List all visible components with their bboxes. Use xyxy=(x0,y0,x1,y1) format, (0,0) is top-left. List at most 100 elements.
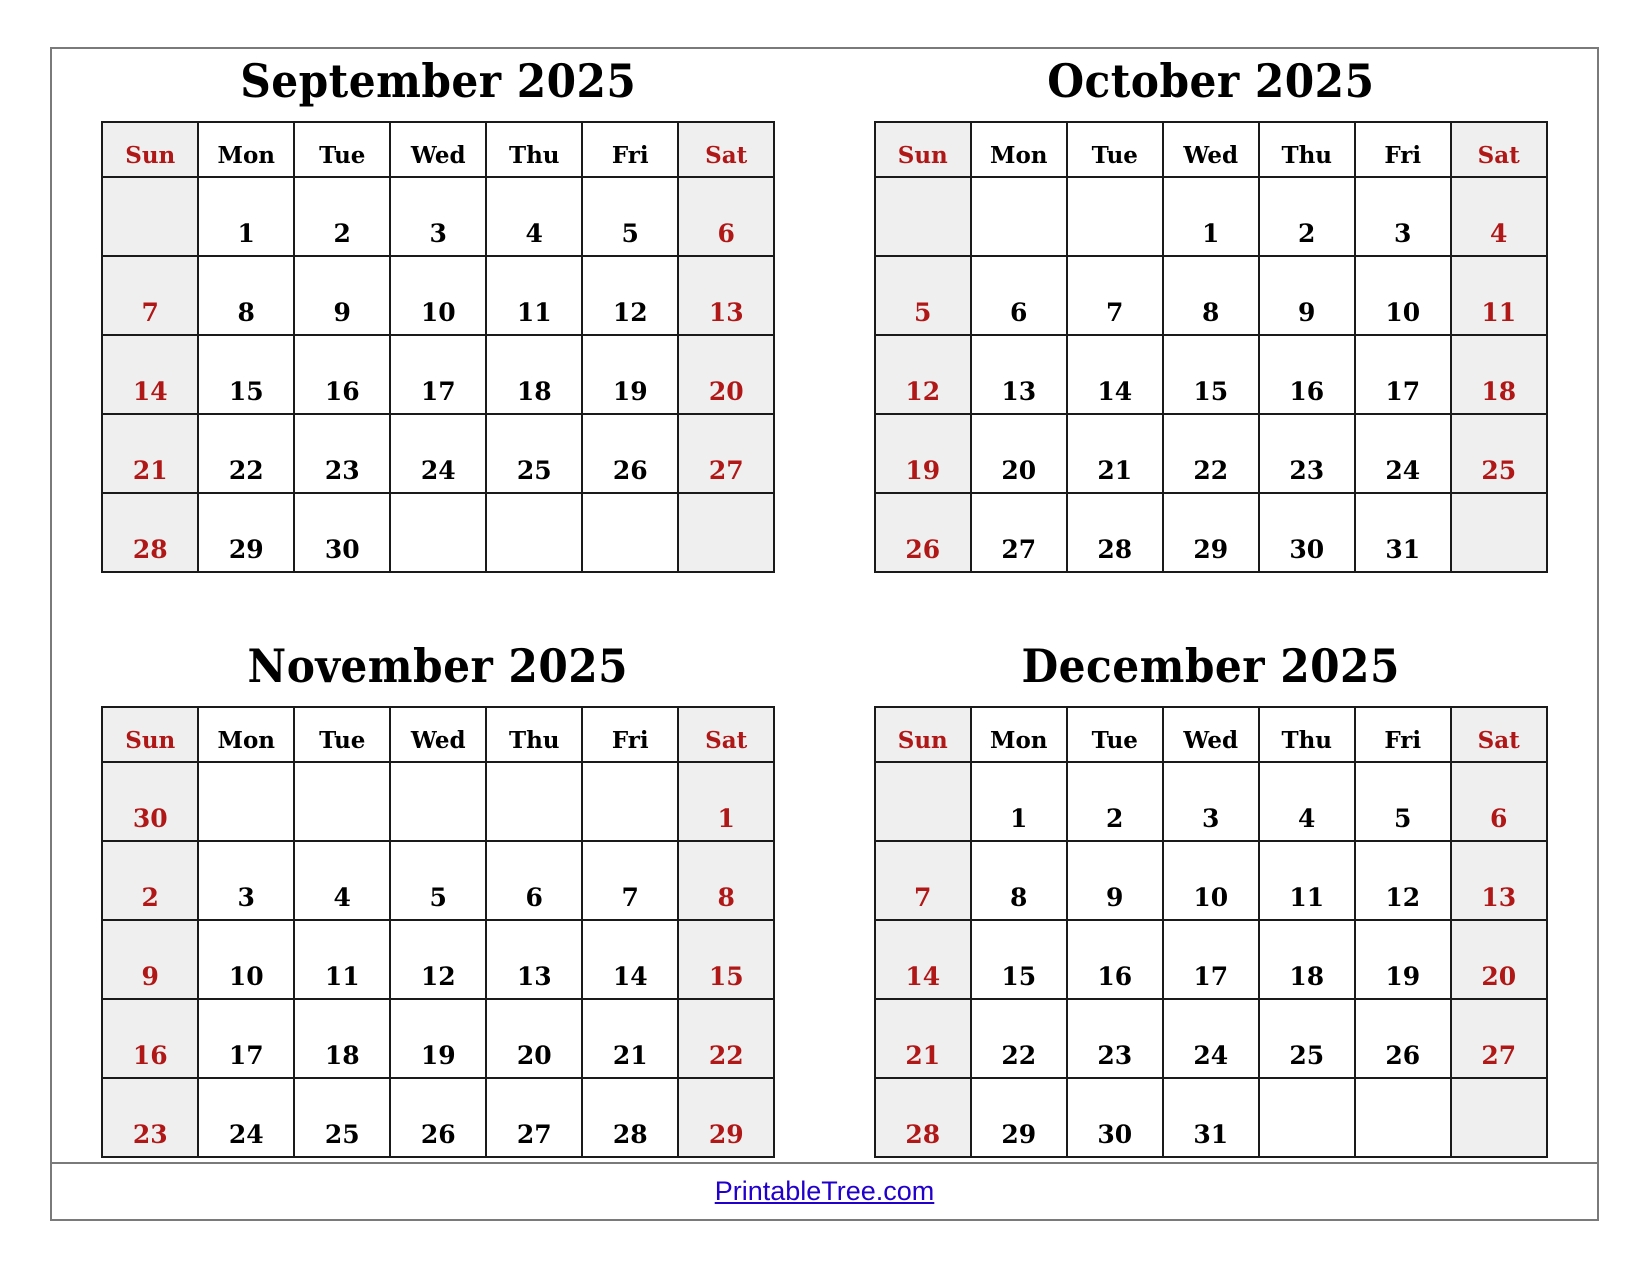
day-cell[interactable]: 7 xyxy=(873,840,972,922)
day-cell[interactable]: 9 xyxy=(293,255,392,337)
day-cell[interactable] xyxy=(1449,492,1548,574)
day-cell[interactable]: 25 xyxy=(293,1077,392,1159)
day-cell[interactable]: 25 xyxy=(1257,998,1356,1080)
day-cell[interactable]: 18 xyxy=(1449,334,1548,416)
day-cell[interactable]: 15 xyxy=(677,919,776,1001)
day-cell[interactable]: 19 xyxy=(581,334,680,416)
day-cell[interactable]: 30 xyxy=(101,761,200,843)
day-cell[interactable]: 8 xyxy=(1161,255,1260,337)
day-cell[interactable] xyxy=(485,761,584,843)
day-cell[interactable]: 14 xyxy=(1065,334,1164,416)
day-cell[interactable]: 9 xyxy=(1257,255,1356,337)
day-cell[interactable]: 4 xyxy=(293,840,392,922)
day-cell[interactable]: 2 xyxy=(293,176,392,258)
day-cell[interactable]: 27 xyxy=(969,492,1068,574)
day-cell[interactable]: 12 xyxy=(389,919,488,1001)
day-cell[interactable]: 4 xyxy=(485,176,584,258)
day-cell[interactable]: 18 xyxy=(1257,919,1356,1001)
day-cell[interactable]: 13 xyxy=(677,255,776,337)
day-cell[interactable]: 3 xyxy=(389,176,488,258)
day-cell[interactable]: 17 xyxy=(1161,919,1260,1001)
day-cell[interactable]: 1 xyxy=(969,761,1068,843)
day-cell[interactable]: 15 xyxy=(1161,334,1260,416)
day-cell[interactable]: 2 xyxy=(101,840,200,922)
day-cell[interactable]: 21 xyxy=(101,413,200,495)
day-cell[interactable]: 19 xyxy=(389,998,488,1080)
day-cell[interactable]: 22 xyxy=(197,413,296,495)
day-cell[interactable]: 3 xyxy=(1161,761,1260,843)
day-cell[interactable]: 1 xyxy=(197,176,296,258)
day-cell[interactable]: 22 xyxy=(969,998,1068,1080)
day-cell[interactable]: 14 xyxy=(101,334,200,416)
day-cell[interactable]: 15 xyxy=(197,334,296,416)
day-cell[interactable]: 3 xyxy=(1353,176,1452,258)
day-cell[interactable]: 20 xyxy=(969,413,1068,495)
day-cell[interactable]: 29 xyxy=(677,1077,776,1159)
day-cell[interactable] xyxy=(1353,1077,1452,1159)
day-cell[interactable]: 23 xyxy=(1065,998,1164,1080)
day-cell[interactable] xyxy=(485,492,584,574)
day-cell[interactable]: 24 xyxy=(1353,413,1452,495)
day-cell[interactable] xyxy=(873,176,972,258)
day-cell[interactable]: 15 xyxy=(969,919,1068,1001)
day-cell[interactable]: 4 xyxy=(1257,761,1356,843)
day-cell[interactable]: 17 xyxy=(389,334,488,416)
day-cell[interactable]: 6 xyxy=(969,255,1068,337)
day-cell[interactable]: 11 xyxy=(1257,840,1356,922)
day-cell[interactable]: 7 xyxy=(581,840,680,922)
day-cell[interactable]: 10 xyxy=(389,255,488,337)
day-cell[interactable]: 31 xyxy=(1353,492,1452,574)
day-cell[interactable]: 2 xyxy=(1065,761,1164,843)
day-cell[interactable]: 29 xyxy=(197,492,296,574)
day-cell[interactable]: 25 xyxy=(1449,413,1548,495)
day-cell[interactable]: 13 xyxy=(1449,840,1548,922)
day-cell[interactable]: 5 xyxy=(1353,761,1452,843)
day-cell[interactable] xyxy=(1065,176,1164,258)
day-cell[interactable]: 27 xyxy=(677,413,776,495)
day-cell[interactable] xyxy=(677,492,776,574)
day-cell[interactable]: 12 xyxy=(873,334,972,416)
day-cell[interactable]: 10 xyxy=(1353,255,1452,337)
day-cell[interactable]: 6 xyxy=(677,176,776,258)
day-cell[interactable]: 14 xyxy=(873,919,972,1001)
day-cell[interactable] xyxy=(389,761,488,843)
day-cell[interactable]: 10 xyxy=(197,919,296,1001)
day-cell[interactable]: 7 xyxy=(1065,255,1164,337)
day-cell[interactable]: 30 xyxy=(1257,492,1356,574)
day-cell[interactable]: 28 xyxy=(873,1077,972,1159)
day-cell[interactable]: 16 xyxy=(293,334,392,416)
day-cell[interactable]: 17 xyxy=(197,998,296,1080)
day-cell[interactable]: 11 xyxy=(293,919,392,1001)
day-cell[interactable]: 24 xyxy=(197,1077,296,1159)
day-cell[interactable]: 26 xyxy=(1353,998,1452,1080)
day-cell[interactable]: 26 xyxy=(873,492,972,574)
day-cell[interactable] xyxy=(1257,1077,1356,1159)
day-cell[interactable]: 12 xyxy=(1353,840,1452,922)
day-cell[interactable]: 8 xyxy=(197,255,296,337)
day-cell[interactable]: 11 xyxy=(485,255,584,337)
day-cell[interactable]: 11 xyxy=(1449,255,1548,337)
day-cell[interactable]: 2 xyxy=(1257,176,1356,258)
day-cell[interactable]: 5 xyxy=(873,255,972,337)
day-cell[interactable]: 20 xyxy=(677,334,776,416)
day-cell[interactable]: 3 xyxy=(197,840,296,922)
day-cell[interactable] xyxy=(1449,1077,1548,1159)
day-cell[interactable]: 16 xyxy=(101,998,200,1080)
day-cell[interactable]: 8 xyxy=(677,840,776,922)
day-cell[interactable]: 4 xyxy=(1449,176,1548,258)
day-cell[interactable]: 31 xyxy=(1161,1077,1260,1159)
day-cell[interactable]: 1 xyxy=(677,761,776,843)
day-cell[interactable] xyxy=(581,492,680,574)
day-cell[interactable]: 25 xyxy=(485,413,584,495)
day-cell[interactable] xyxy=(197,761,296,843)
day-cell[interactable]: 20 xyxy=(485,998,584,1080)
day-cell[interactable]: 6 xyxy=(485,840,584,922)
day-cell[interactable]: 26 xyxy=(389,1077,488,1159)
day-cell[interactable]: 27 xyxy=(485,1077,584,1159)
day-cell[interactable]: 16 xyxy=(1065,919,1164,1001)
day-cell[interactable]: 12 xyxy=(581,255,680,337)
day-cell[interactable]: 14 xyxy=(581,919,680,1001)
day-cell[interactable] xyxy=(581,761,680,843)
day-cell[interactable]: 21 xyxy=(873,998,972,1080)
day-cell[interactable]: 22 xyxy=(1161,413,1260,495)
